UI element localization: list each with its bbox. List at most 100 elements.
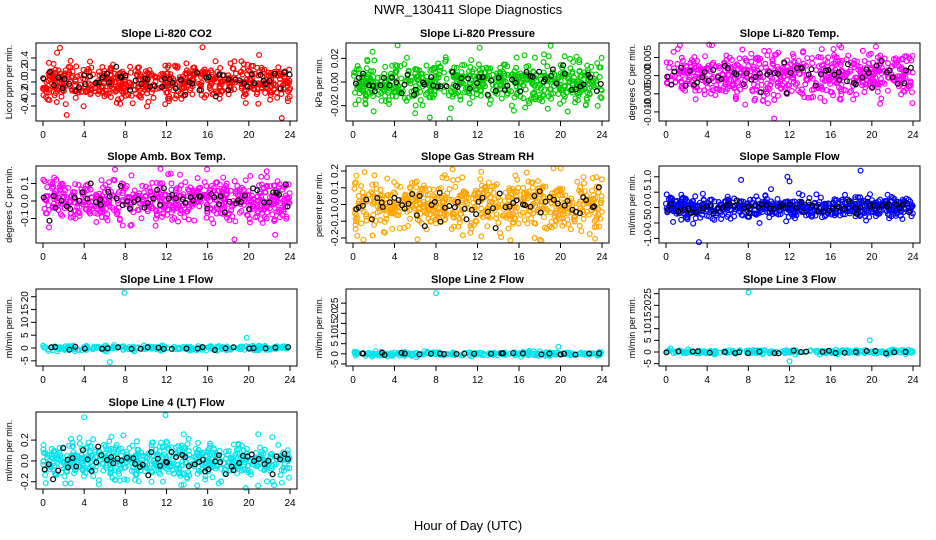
overlay-point: [800, 209, 807, 216]
overlay-point: [517, 88, 524, 95]
data-point: [877, 196, 884, 203]
data-point: [513, 73, 520, 80]
data-point: [454, 176, 461, 183]
data-point: [500, 78, 507, 85]
data-point: [674, 45, 681, 52]
data-point: [258, 181, 265, 188]
data-point: [552, 217, 559, 224]
data-point: [271, 218, 278, 225]
data-point: [726, 54, 733, 61]
overlay-point: [144, 200, 151, 207]
data-point: [726, 83, 733, 90]
overlay-point: [436, 189, 443, 196]
overlay-point: [217, 193, 224, 200]
data-point: [576, 222, 583, 229]
data-point: [283, 215, 290, 222]
data-point: [514, 176, 521, 183]
data-point: [567, 226, 574, 233]
data-point: [463, 194, 470, 201]
data-point: [414, 236, 421, 243]
data-point: [520, 184, 527, 191]
data-point: [40, 342, 47, 349]
data-point: [150, 94, 157, 101]
data-point: [441, 199, 448, 206]
x-tick-label: 12: [161, 375, 173, 386]
data-point: [231, 58, 238, 65]
data-point: [263, 183, 270, 190]
overlay-point: [126, 205, 133, 212]
overlay-point: [686, 67, 693, 74]
data-point: [162, 101, 169, 108]
x-tick-label: 8: [433, 130, 439, 141]
data-point: [244, 211, 251, 218]
data-point: [884, 60, 891, 67]
data-point: [352, 179, 359, 186]
outlier-point: [706, 41, 713, 48]
x-tick-label: 8: [123, 252, 129, 263]
data-point: [827, 80, 834, 87]
data-point: [437, 63, 444, 70]
data-point: [531, 220, 538, 227]
data-point: [502, 212, 509, 219]
overlay-point: [531, 193, 538, 200]
data-point: [419, 102, 426, 109]
overlay-point: [276, 191, 283, 198]
data-point: [576, 59, 583, 66]
panel-title: Slope Sample Flow: [739, 151, 840, 163]
data-point: [459, 174, 466, 181]
data-point: [369, 48, 376, 55]
overlay-point: [183, 345, 190, 352]
overlay-point: [886, 201, 893, 208]
overlay-point: [542, 198, 549, 205]
overlay-point: [668, 201, 675, 208]
data-point: [467, 80, 474, 87]
panel-3: Slope Li-820 Temp.0 4 8 12 16 20 24-0.010-0.00…: [627, 28, 921, 141]
data-point: [819, 202, 826, 209]
overlay-point: [55, 74, 62, 81]
data-point: [413, 83, 420, 90]
overlay-point: [731, 202, 738, 209]
data-point: [255, 342, 262, 349]
overlay-point: [893, 201, 900, 208]
data-point: [110, 176, 117, 183]
data-point: [362, 95, 369, 102]
overlay-point: [398, 90, 405, 97]
overlay-point: [270, 189, 277, 196]
data-point: [43, 89, 50, 96]
overlay-point: [745, 203, 752, 210]
overlay-point: [137, 345, 144, 352]
data-point: [353, 218, 360, 225]
data-point: [204, 166, 211, 173]
data-point: [598, 54, 605, 61]
data-point: [79, 201, 86, 208]
data-point: [394, 182, 401, 189]
data-point: [194, 175, 201, 182]
data-point: [452, 183, 459, 190]
data-point: [784, 82, 791, 89]
data-point: [530, 94, 537, 101]
overlay-point: [79, 189, 86, 196]
data-point: [413, 184, 420, 191]
data-point: [847, 88, 854, 95]
y-tick-label: 0.00: [330, 72, 341, 92]
data-point: [195, 185, 202, 192]
data-point: [560, 97, 567, 104]
overlay-point: [84, 195, 91, 202]
overlay-point: [678, 64, 685, 71]
data-point: [692, 193, 699, 200]
data-point: [495, 219, 502, 226]
overlay-point: [886, 67, 893, 74]
data-point: [597, 200, 604, 207]
data-point: [833, 54, 840, 61]
data-point: [863, 80, 870, 87]
data-point: [670, 65, 677, 72]
y-tick-label: 0.2: [330, 164, 341, 178]
data-point: [237, 186, 244, 193]
data-point: [80, 103, 87, 110]
overlay-point: [182, 91, 189, 98]
y-tick-label: -0.4: [20, 97, 31, 115]
outlier-point: [767, 186, 774, 193]
data-point: [45, 59, 52, 66]
data-point: [581, 188, 588, 195]
